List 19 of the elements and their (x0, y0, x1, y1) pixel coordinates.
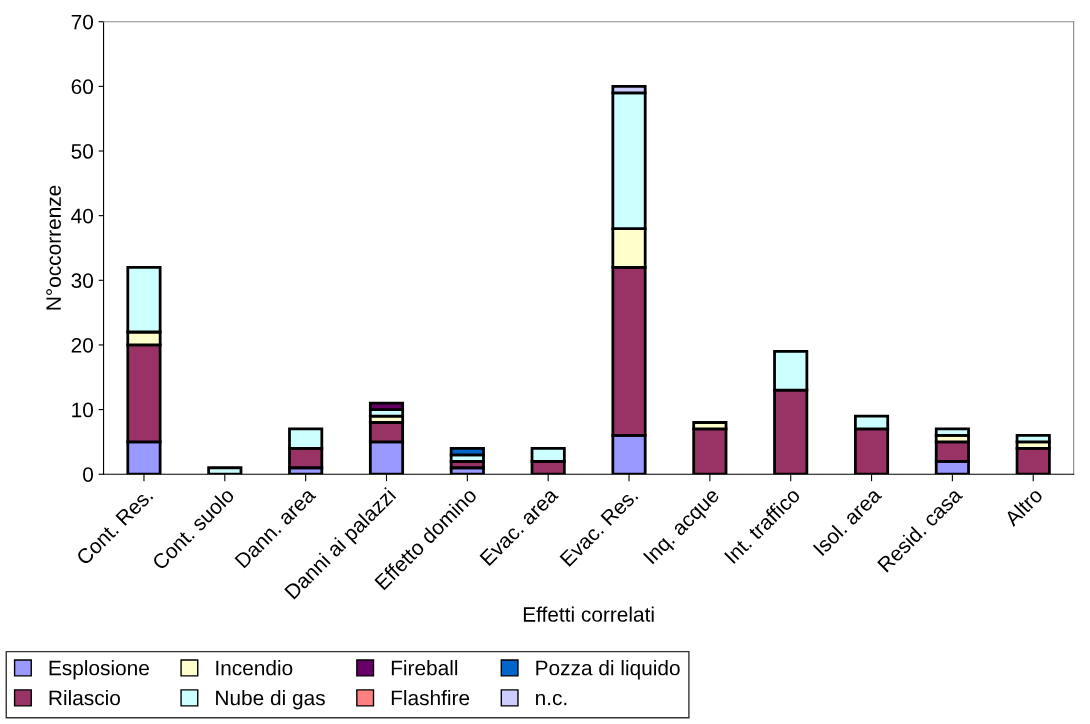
legend-label: n.c. (536, 693, 567, 706)
legend-label: Pozza di liquido (536, 660, 680, 680)
legend-label: Esplosione (49, 660, 149, 680)
y-tick-label: 60 (71, 79, 94, 95)
legend-label: Incendio (216, 660, 293, 676)
x-axis-title: Effetti correlati (523, 606, 654, 622)
legend-label: Nube di gas (216, 690, 325, 710)
x-tick-label: Isol. area (812, 486, 883, 557)
legend-label: Flashfire (391, 690, 470, 706)
y-tick-label: 50 (71, 144, 94, 159)
y-tick-label: 70 (71, 14, 94, 30)
y-tick-label: 0 (83, 467, 94, 482)
legend-label: Rilascio (49, 690, 120, 706)
y-axis-title: N°occorrenze (46, 185, 61, 310)
y-tick-label: 20 (71, 337, 94, 353)
y-tick-label: 40 (71, 208, 94, 224)
y-tick-label: 30 (71, 273, 94, 289)
legend-label: Fireball (391, 660, 458, 676)
y-tick-label: 10 (72, 402, 94, 418)
